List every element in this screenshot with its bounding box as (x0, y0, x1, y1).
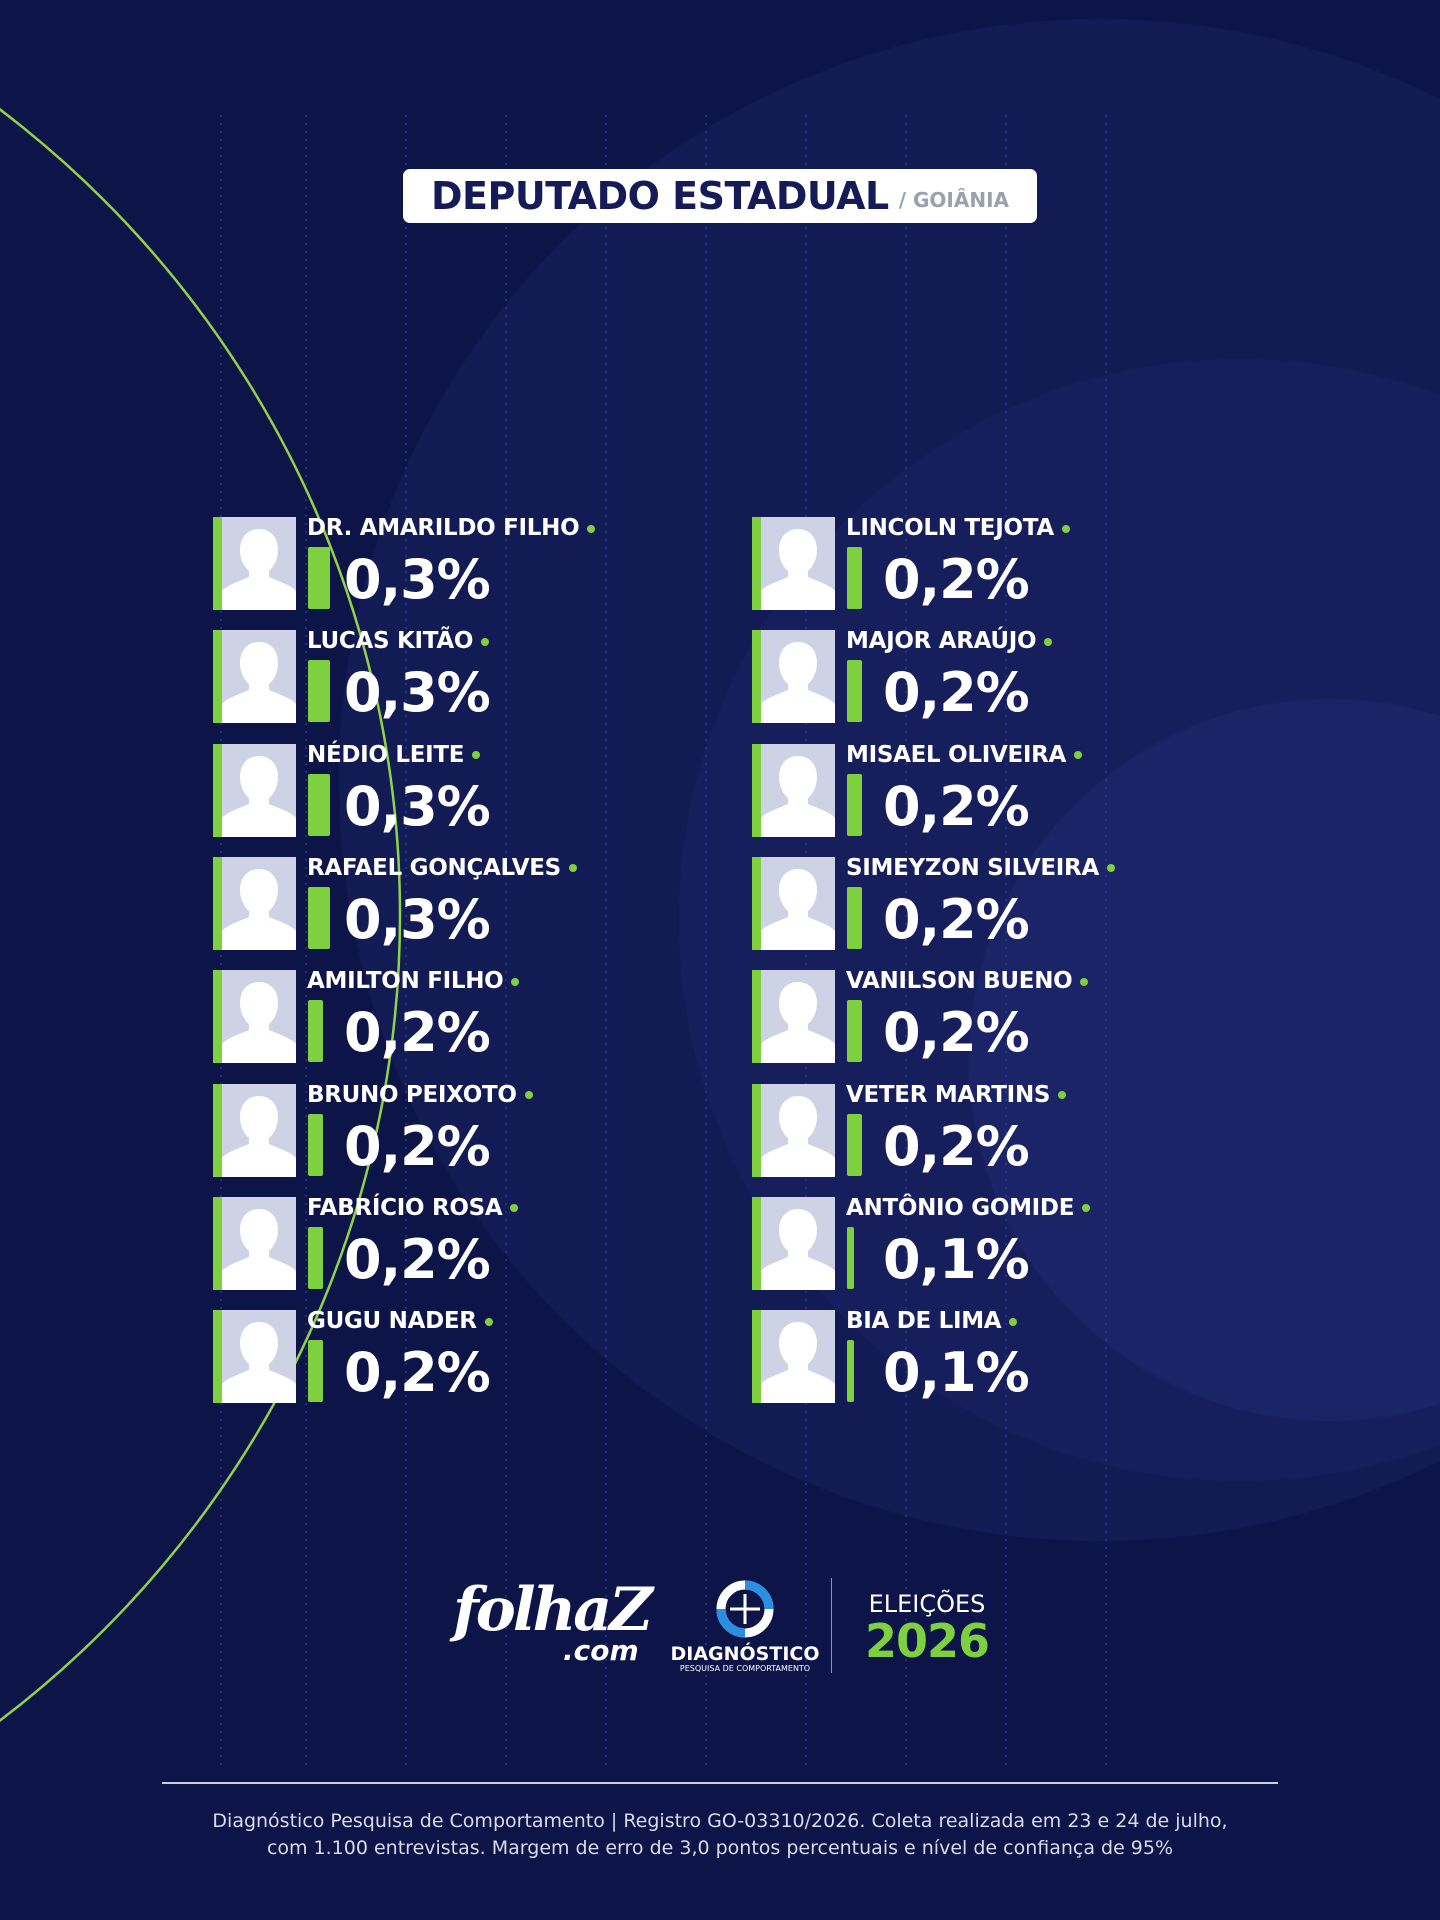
value-label: 0,2% (883, 774, 1030, 838)
folha-domain: .com (563, 1634, 639, 1667)
name-dot (568, 864, 577, 873)
candidate-photo (752, 1196, 835, 1290)
candidate-name: BIA DE LIMA (846, 1308, 1018, 1334)
candidate-name: LUCAS KITÃO (307, 628, 490, 654)
name-dot (481, 637, 490, 646)
name-dot (1082, 1204, 1091, 1213)
name-dot (1058, 1091, 1067, 1099)
name-dot (1080, 977, 1089, 986)
candidate-photo (213, 1196, 296, 1290)
candidate-photo (213, 517, 296, 610)
value-label: 0,2% (883, 661, 1030, 725)
name-dot (510, 1204, 519, 1213)
value-bar (308, 773, 330, 836)
candidate-photo (752, 517, 835, 610)
title-box: DEPUTADO ESTADUAL / GOIÂNIA (403, 169, 1037, 223)
name-dot (1044, 637, 1053, 646)
value-label: 0,2% (883, 548, 1030, 611)
candidate-name: ANTÔNIO GOMIDE (846, 1195, 1091, 1221)
subtitle: / GOIÂNIA (898, 188, 1009, 212)
candidate-photo (213, 970, 296, 1064)
footer-line: Diagnóstico Pesquisa de Comportamento | … (212, 1810, 1228, 1832)
title: DEPUTADO ESTADUAL (431, 174, 889, 218)
diagnostico-icon (716, 1580, 774, 1638)
name-dot (1061, 524, 1070, 533)
eleicoes-label: ELEIÇÕES (868, 1590, 986, 1618)
candidate-photo (213, 1310, 296, 1404)
value-bar (847, 773, 862, 836)
value-bar (847, 1340, 855, 1403)
candidate-photo (752, 1310, 835, 1404)
candidate-name: MAJOR ARAÚJO (846, 628, 1053, 654)
value-bar (308, 886, 330, 949)
diagnostico-tagline: PESQUISA DE COMPORTAMENTO (679, 1664, 811, 1673)
value-label: 0,3% (344, 774, 491, 838)
candidate-photo (213, 1083, 296, 1177)
value-label: 0,2% (883, 1114, 1030, 1178)
candidate-photo (752, 1083, 835, 1177)
candidate-name: VETER MARTINS (846, 1082, 1067, 1108)
value-bar (847, 1226, 855, 1289)
footer-line: com 1.100 entrevistas. Margem de erro de… (266, 1837, 1174, 1859)
logo-divider (831, 1578, 832, 1673)
value-label: 0,1% (883, 1341, 1030, 1405)
value-label: 0,2% (883, 1001, 1030, 1065)
name-dot (1074, 751, 1083, 760)
value-label: 0,3% (344, 548, 491, 611)
candidate-photo (213, 630, 296, 724)
value-label: 0,2% (344, 1001, 491, 1065)
candidate-photo (213, 743, 296, 837)
name-dot (524, 1091, 533, 1099)
candidate-photo (752, 856, 835, 950)
name-dot (472, 751, 481, 760)
name-dot (511, 977, 520, 986)
value-bar (308, 1000, 323, 1063)
value-bar (847, 660, 862, 723)
value-bar (308, 1226, 323, 1289)
value-bar (847, 1113, 862, 1176)
candidate-name: VANILSON BUENO (846, 968, 1089, 994)
folha-logo: folhaZ .com (453, 1580, 653, 1667)
value-label: 0,3% (344, 661, 491, 725)
value-label: 0,2% (344, 1341, 491, 1405)
value-bar (847, 886, 862, 949)
candidate-name: AMILTON FILHO (307, 968, 520, 994)
candidate-photo (752, 743, 835, 837)
name-dot (587, 524, 596, 533)
name-dot (484, 1317, 493, 1326)
value-label: 0,1% (883, 1227, 1030, 1291)
value-label: 0,2% (344, 1114, 491, 1178)
candidate-name: RAFAEL GONÇALVES (307, 855, 577, 881)
candidate-name: GUGU NADER (307, 1308, 493, 1334)
candidate-name: SIMEYZON SILVEIRA (846, 855, 1115, 881)
candidate-name: FABRÍCIO ROSA (307, 1195, 519, 1221)
value-bar (308, 1340, 323, 1403)
folha-logo-text: folhaZ (453, 1575, 653, 1645)
name-dot (1106, 864, 1115, 873)
candidate-name: BRUNO PEIXOTO (307, 1082, 533, 1108)
candidate-name: LINCOLN TEJOTA (846, 515, 1070, 541)
value-label: 0,3% (344, 887, 491, 951)
value-label: 0,2% (344, 1227, 491, 1291)
candidate-name: MISAEL OLIVEIRA (846, 742, 1083, 768)
name-dot (1009, 1317, 1018, 1326)
eleicoes-year: 2026 (864, 1614, 990, 1668)
diagnostico-name: DIAGNÓSTICO (670, 1643, 820, 1665)
candidate-name: NÉDIO LEITE (307, 742, 481, 768)
value-bar (308, 1113, 323, 1176)
value-bar (308, 547, 330, 609)
candidate-photo (752, 630, 835, 724)
candidate-photo (213, 856, 296, 950)
candidate-name: DR. AMARILDO FILHO (307, 515, 596, 541)
value-bar (847, 547, 862, 609)
value-bar (308, 660, 330, 723)
value-bar (847, 1000, 862, 1063)
candidate-photo (752, 970, 835, 1064)
value-label: 0,2% (883, 887, 1030, 951)
footer-rule (162, 1782, 1278, 1784)
